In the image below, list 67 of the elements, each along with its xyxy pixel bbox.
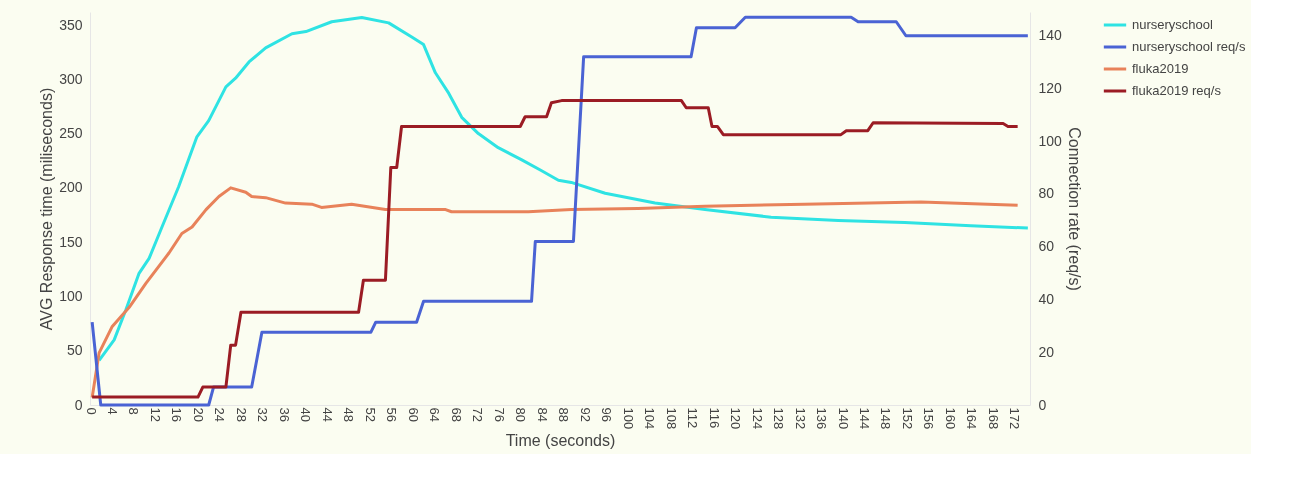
y2-tick-label: 60	[1038, 238, 1055, 255]
x-tick-label: 8	[126, 407, 142, 415]
x-tick-label: 144	[856, 407, 872, 430]
x-tick-label: 128	[771, 407, 787, 430]
x-tick-label: 24	[212, 407, 228, 422]
x-tick-label: 44	[319, 407, 335, 422]
y-tick-label: 350	[59, 16, 83, 33]
x-tick-label: 164	[964, 407, 980, 430]
x-tick-label: 100	[620, 407, 636, 430]
y-axis-title: AVG Response time (miliseconds)	[38, 87, 56, 331]
y2-axis-title: Connection rate (req/s)	[1065, 127, 1083, 291]
legend-label: nurseryschool req/s	[1132, 39, 1246, 54]
x-tick-label: 120	[728, 407, 744, 430]
x-tick-label: 84	[534, 407, 550, 422]
y-tick-label: 300	[59, 70, 83, 87]
y2-tick-label: 120	[1038, 79, 1063, 96]
x-tick-label: 132	[792, 407, 808, 430]
x-tick-label: 36	[276, 407, 292, 422]
x-tick-label: 4	[104, 407, 120, 415]
y-tick-label: 250	[59, 125, 83, 142]
y-tick-label: 100	[59, 287, 83, 304]
x-tick-label: 20	[190, 407, 206, 422]
x-tick-label: 136	[814, 407, 830, 430]
x-tick-label: 80	[513, 407, 529, 422]
x-tick-label: 172	[1007, 407, 1023, 430]
x-tick-label: 68	[448, 407, 464, 422]
line-series	[90, 186, 1020, 399]
x-tick-label: 40	[298, 407, 314, 422]
y-tick-label: 150	[59, 233, 83, 250]
legend-label: nurseryschool	[1132, 17, 1214, 32]
x-tick-label: 116	[706, 407, 722, 429]
x-tick-label: 160	[942, 407, 958, 430]
x-tick-label: 16	[169, 407, 185, 422]
x-tick-label: 60	[405, 407, 421, 422]
x-tick-label: 104	[642, 407, 658, 430]
x-tick-label: 52	[362, 407, 378, 422]
x-tick-label: 0	[83, 407, 99, 415]
x-tick-label: 88	[556, 407, 572, 422]
legend-label: fluka2019	[1132, 61, 1189, 76]
x-axis-title: Time (seconds)	[505, 432, 616, 450]
x-tick-label: 108	[663, 407, 679, 430]
x-tick-label: 32	[255, 407, 271, 422]
x-tick-label: 168	[985, 407, 1001, 430]
y2-tick-label: 80	[1038, 185, 1055, 202]
x-tick-label: 12	[147, 407, 163, 422]
x-tick-label: 92	[577, 407, 593, 422]
x-tick-label: 112	[685, 407, 701, 429]
x-tick-label: 140	[835, 407, 851, 430]
x-tick-label: 76	[491, 407, 507, 422]
x-tick-label: 148	[878, 407, 894, 430]
x-tick-label: 96	[599, 407, 615, 422]
line-series	[90, 99, 1020, 399]
legend-label: fluka2019 req/s	[1132, 83, 1222, 98]
y-tick-label: 200	[59, 179, 83, 196]
y2-tick-label: 140	[1038, 27, 1063, 44]
x-tick-label: 64	[427, 407, 443, 422]
y-tick-label: 50	[66, 342, 83, 359]
x-tick-label: 156	[921, 407, 937, 430]
y2-tick-label: 20	[1038, 343, 1055, 360]
x-tick-label: 28	[233, 407, 249, 422]
x-tick-label: 72	[470, 407, 486, 422]
x-tick-label: 124	[749, 407, 765, 430]
x-tick-label: 48	[341, 407, 357, 422]
x-tick-label: 56	[384, 407, 400, 422]
x-tick-label: 152	[899, 407, 915, 430]
y2-tick-label: 40	[1038, 291, 1055, 307]
y2-tick-label: 100	[1038, 132, 1063, 149]
